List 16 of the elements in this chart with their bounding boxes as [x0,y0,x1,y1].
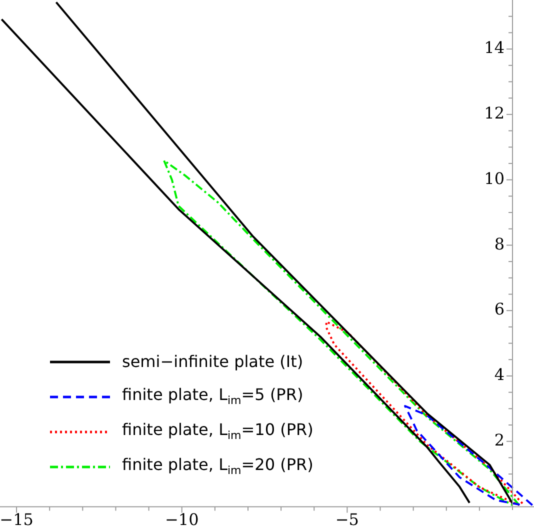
line-series [404,405,534,506]
legend-label: semi−infinite plate (It) [122,352,304,371]
y-tick-label: 12 [484,104,505,123]
line-series [325,320,524,506]
x-tick-label: −10 [164,510,199,528]
y-tick-label: 2 [494,430,505,450]
y-tick-label: 10 [484,168,505,188]
y-tick-label: 6 [494,300,505,319]
y-tick-label: 8 [494,234,505,254]
y-tick-label: 14 [484,38,505,58]
x-tick-label: −15 [0,510,34,528]
y-tick-label: 4 [494,365,505,384]
legend-label: finite plate, L$_{im}$=5 (PR) [122,385,304,408]
legend-label: finite plate, L$_{im}$=10 (PR) [122,420,314,443]
legend-label: finite plate, L$_{im}$=20 (PR) [122,455,314,478]
x-tick-label: −5 [335,510,359,528]
